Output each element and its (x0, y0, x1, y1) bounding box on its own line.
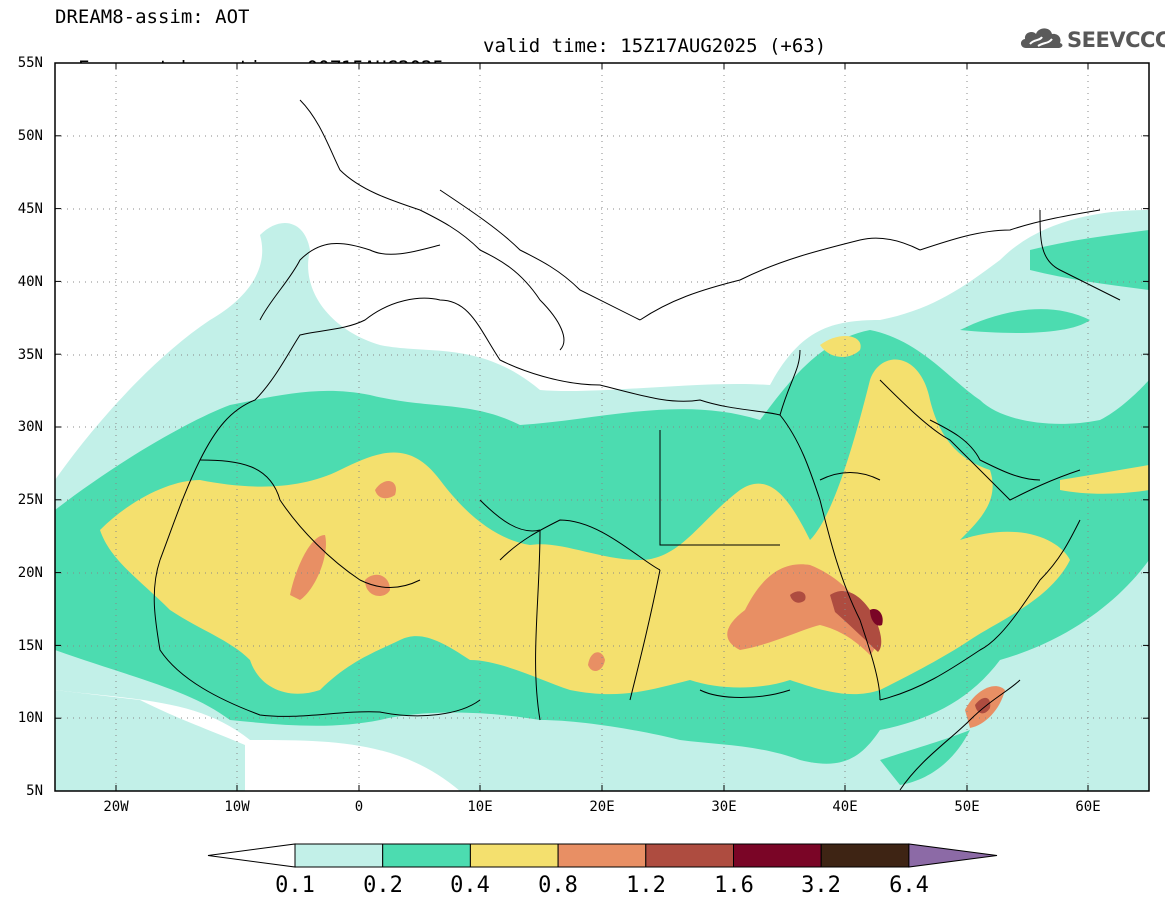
lat-label: 35N (17, 347, 43, 363)
coastlines (153, 99, 1121, 791)
aot-band-0.8 (290, 535, 326, 600)
lat-label: 45N (17, 201, 43, 217)
lon-gridlines (115, 63, 1089, 791)
lon-label: 60E (1075, 799, 1101, 815)
aot-band-1.2 (830, 590, 882, 652)
lat-label: 25N (17, 492, 43, 508)
aot-band-0.1 (55, 690, 245, 791)
aot-band-0.4 (1060, 465, 1149, 494)
lon-label: 30E (711, 799, 737, 815)
colorbar-label: 0.1 (275, 873, 315, 898)
colorbar-box (557, 843, 647, 868)
colorbar-box (294, 843, 384, 868)
lon-label: 10E (467, 799, 493, 815)
colorbar-box (645, 843, 734, 868)
logo-text: SEEVCCC (1067, 28, 1165, 52)
lat-label: 15N (17, 638, 43, 654)
lon-label: 50E (954, 799, 980, 815)
aot-band-0.8 (727, 564, 877, 655)
aot-band-0.8 (365, 574, 390, 596)
aot-band-0.8 (588, 652, 605, 672)
lon-label: 20E (589, 799, 615, 815)
lat-label: 50N (17, 128, 43, 144)
seevccc-logo: SEEVCCC (1018, 22, 1165, 58)
colorbar-label: 6.4 (889, 873, 929, 898)
colorbar-box (733, 843, 822, 868)
cloud-icon (1020, 28, 1063, 48)
colorbar-label: 3.2 (801, 873, 841, 898)
colorbar-box (469, 843, 559, 868)
axis-ticks (55, 62, 1149, 792)
lon-label: 40E (832, 799, 858, 815)
colorbar-label: 0.4 (450, 873, 490, 898)
aot-band-0.4 (820, 335, 861, 357)
aot-band-0.2 (960, 309, 1090, 333)
aot-band-0.2 (1030, 230, 1149, 290)
colorbar-label: 0.8 (538, 873, 578, 898)
aot-band-0.8 (375, 480, 396, 499)
colorbar-box (820, 843, 910, 868)
valid-time: valid time: 15Z17AUG2025 (+63) (483, 35, 827, 57)
lat-label: 10N (17, 710, 43, 726)
lat-label: 55N (17, 55, 43, 71)
aot-band-1.2 (975, 697, 991, 714)
colorbar-label: 1.6 (714, 873, 754, 898)
lat-label: 20N (17, 565, 43, 581)
title: DREAM8-assim: AOT (55, 6, 250, 28)
colorbar-over-arrow (908, 843, 998, 868)
lon-label: 10W (224, 799, 250, 815)
lon-label: 0 (354, 799, 364, 815)
colorbar-label: 1.2 (626, 873, 666, 898)
colorbar-box (382, 843, 471, 868)
colorbar-label: 0.2 (363, 873, 403, 898)
aot-band-0.2 (880, 730, 970, 785)
aot-band-1.6 (870, 609, 883, 626)
lat-label: 30N (17, 419, 43, 435)
lon-label: 20W (103, 799, 129, 815)
lat-label: 40N (17, 274, 43, 290)
lat-label: 5N (26, 783, 43, 799)
aot-band-1.2 (790, 591, 806, 603)
colorbar-under-arrow (207, 843, 296, 868)
